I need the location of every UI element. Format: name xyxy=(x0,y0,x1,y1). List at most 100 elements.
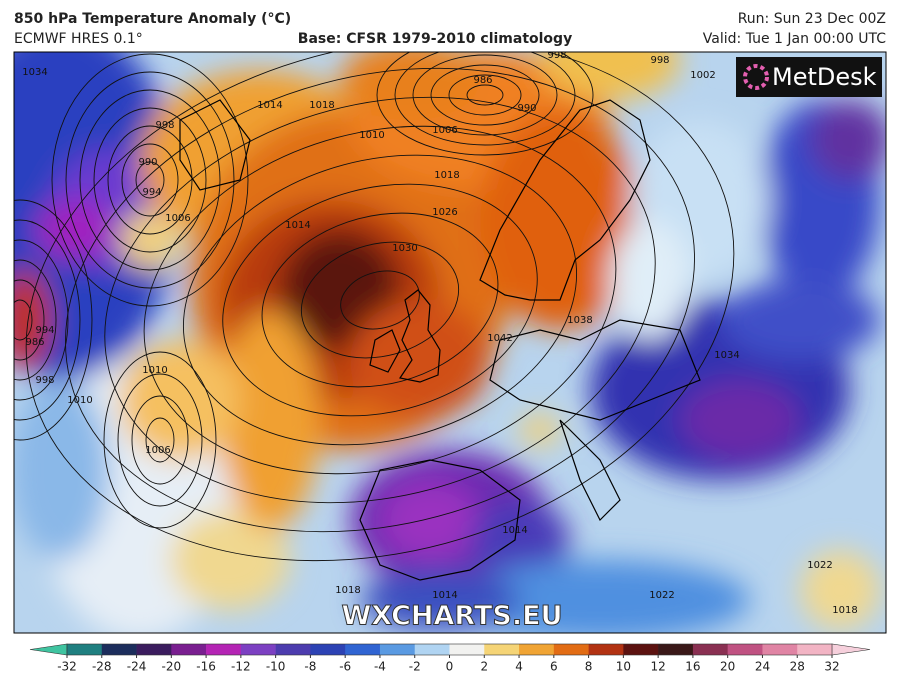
isobar-label: 1026 xyxy=(432,207,457,218)
isobar-label: 1018 xyxy=(434,170,459,181)
colorbar-tick-label: 10 xyxy=(616,660,631,674)
colorbar-over xyxy=(831,643,871,656)
isobar xyxy=(107,125,193,235)
colorbar-segment xyxy=(240,644,276,655)
anomaly-blob xyxy=(120,210,180,270)
isobar xyxy=(103,351,217,529)
colorbar-tick-label: 32 xyxy=(824,660,839,674)
anomaly-blob xyxy=(800,550,880,630)
valid: Valid: Tue 1 Jan 00:00 UTC xyxy=(703,31,886,47)
isobar xyxy=(93,107,207,253)
isobar xyxy=(51,53,249,307)
logo-icon xyxy=(743,64,769,90)
isobar-label: 998 xyxy=(155,120,174,131)
isobar xyxy=(340,270,420,330)
colorbar-tick-label: -12 xyxy=(231,660,251,674)
colorbar-segment xyxy=(171,644,207,655)
isobar xyxy=(182,154,578,446)
isobar xyxy=(222,183,538,417)
colorbar-tick-label: -24 xyxy=(127,660,147,674)
colorbar-tick-label: 20 xyxy=(720,660,735,674)
isobar-label: 1014 xyxy=(502,525,527,536)
colorbar-tick-label: -4 xyxy=(374,660,386,674)
coastlines xyxy=(179,99,701,581)
isobar-label: 998 xyxy=(650,55,669,66)
isobar-label: 1010 xyxy=(142,365,167,376)
colorbar-segment xyxy=(727,644,763,655)
isobar xyxy=(117,373,203,507)
colorbar-segment xyxy=(345,644,381,655)
isobar xyxy=(65,71,235,289)
anomaly-blob xyxy=(380,480,480,560)
colorbar-tick-label: 24 xyxy=(755,660,770,674)
colorbar-tick-label: 12 xyxy=(650,660,665,674)
colorbar-tick-label: -16 xyxy=(196,660,216,674)
isobar xyxy=(14,199,93,441)
title: 850 hPa Temperature Anomaly (°C) xyxy=(14,11,291,27)
colorbar-segment xyxy=(588,644,624,655)
colorbar-segment xyxy=(762,644,798,655)
colorbar-segment xyxy=(692,644,728,655)
anomaly-blob xyxy=(810,100,886,180)
anomaly-blob xyxy=(470,500,570,580)
colorbar-tick-label: -8 xyxy=(304,660,316,674)
colorbar-tick-label: -20 xyxy=(162,660,182,674)
isobar-label: 1006 xyxy=(145,445,170,456)
isobar-label: 1006 xyxy=(165,213,190,224)
colorbar-segment xyxy=(136,644,172,655)
logo-bg xyxy=(736,57,882,97)
isobar-label: 1018 xyxy=(309,100,334,111)
colorbar-tick-label: -28 xyxy=(92,660,112,674)
colorbar-segment xyxy=(414,644,450,655)
isobar-label: 1014 xyxy=(257,100,282,111)
logo-text: MetDesk xyxy=(772,63,877,91)
colorbar-tick-label: -6 xyxy=(339,660,351,674)
base: Base: CFSR 1979-2010 climatology xyxy=(298,31,572,47)
isobar-label: 990 xyxy=(517,103,536,114)
isobar-label: 1018 xyxy=(832,605,857,616)
isobar xyxy=(14,259,57,381)
isobar-label: 1010 xyxy=(359,130,384,141)
isobar-label: 1034 xyxy=(22,67,47,78)
isobar-label: 1022 xyxy=(649,590,674,601)
colorbar-tick-label: -2 xyxy=(409,660,421,674)
anomaly-blob xyxy=(170,510,290,610)
colorbar-segment xyxy=(379,644,416,655)
isobar xyxy=(261,212,499,388)
anomaly-blob xyxy=(720,280,880,360)
anomaly-blob xyxy=(610,220,690,340)
colorbar-segment xyxy=(797,644,833,655)
colorbar-tick-label: -32 xyxy=(57,660,77,674)
isobar-label: 1022 xyxy=(807,560,832,571)
anomaly-blob xyxy=(480,110,640,330)
isobar xyxy=(376,52,594,156)
colorbar-segment xyxy=(553,644,589,655)
anomaly-blob xyxy=(450,560,750,633)
colorbar-tick-label: 4 xyxy=(515,660,523,674)
colorbar-segment xyxy=(519,644,555,655)
model: ECMWF HRES 0.1° xyxy=(14,31,143,47)
anomaly-blob xyxy=(520,415,560,445)
colorbar-segment xyxy=(101,644,137,655)
isobar xyxy=(412,54,558,136)
colorbar-tick-label: 28 xyxy=(790,660,805,674)
colorbar-segment xyxy=(449,644,485,655)
colorbar-segment xyxy=(275,644,311,655)
isobar xyxy=(143,125,617,475)
colorbar-tick-label: -10 xyxy=(266,660,286,674)
isobar xyxy=(14,239,69,401)
colorbar-segment xyxy=(484,644,520,655)
isobar-label: 990 xyxy=(138,157,157,168)
anomaly-blob xyxy=(14,380,110,560)
colorbar-segment xyxy=(206,644,242,655)
isobar xyxy=(79,89,221,271)
isobar-label: 1018 xyxy=(335,585,360,596)
logo-box: MetDesk xyxy=(736,57,882,97)
run: Run: Sun 23 Dec 00Z xyxy=(738,11,886,27)
anomaly-blob xyxy=(340,52,480,120)
isobar xyxy=(466,84,504,106)
colorbar-segment xyxy=(310,644,346,655)
colorbar-segment xyxy=(67,644,103,655)
anomaly-blob xyxy=(680,380,800,460)
